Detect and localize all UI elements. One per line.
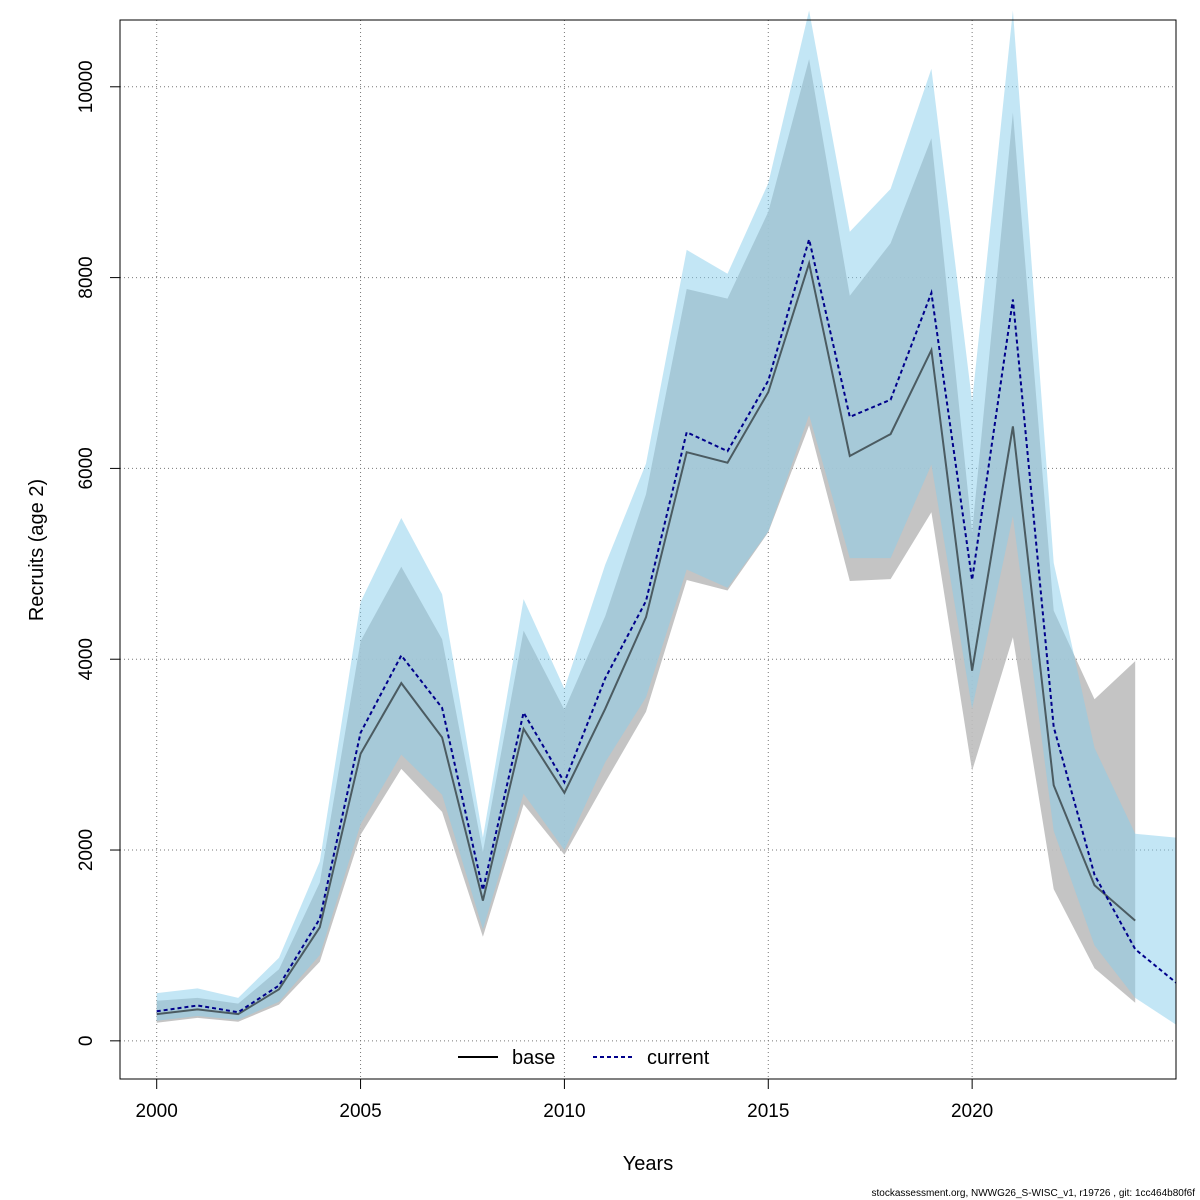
x-tick-label-2020: 2020 bbox=[951, 1101, 993, 1122]
legend: base current bbox=[458, 1047, 710, 1069]
x-axis-title: Years bbox=[623, 1153, 673, 1175]
y-tick-label-6000: 6000 bbox=[76, 447, 97, 489]
x-tick-label-2010: 2010 bbox=[543, 1101, 585, 1122]
line-current bbox=[156, 235, 1177, 1014]
legend-base-label: base bbox=[512, 1047, 555, 1069]
y-axis: 0 2000 4000 6000 8000 10000 bbox=[76, 60, 120, 1046]
x-tick-label-2015: 2015 bbox=[747, 1101, 789, 1122]
x-axis: 2000 2005 2010 2015 2020 bbox=[136, 1079, 993, 1122]
y-tick-label-2000: 2000 bbox=[76, 829, 97, 871]
y-tick-label-10000: 10000 bbox=[76, 60, 97, 113]
line-base bbox=[156, 259, 1136, 1016]
x-tick-label-2000: 2000 bbox=[136, 1101, 178, 1122]
x-tick-label-2005: 2005 bbox=[339, 1101, 381, 1122]
legend-current-label: current bbox=[647, 1047, 710, 1069]
plot-frame bbox=[119, 19, 1177, 1080]
footer-note: stockassessment.org, NWWG26_S-WISC_v1, r… bbox=[872, 1188, 1196, 1199]
y-tick-label-8000: 8000 bbox=[76, 256, 97, 298]
series-lines bbox=[156, 235, 1177, 1016]
y-tick-label-0: 0 bbox=[76, 1036, 97, 1047]
y-axis-title: Recruits (age 2) bbox=[26, 479, 48, 621]
y-tick-label-4000: 4000 bbox=[76, 638, 97, 680]
